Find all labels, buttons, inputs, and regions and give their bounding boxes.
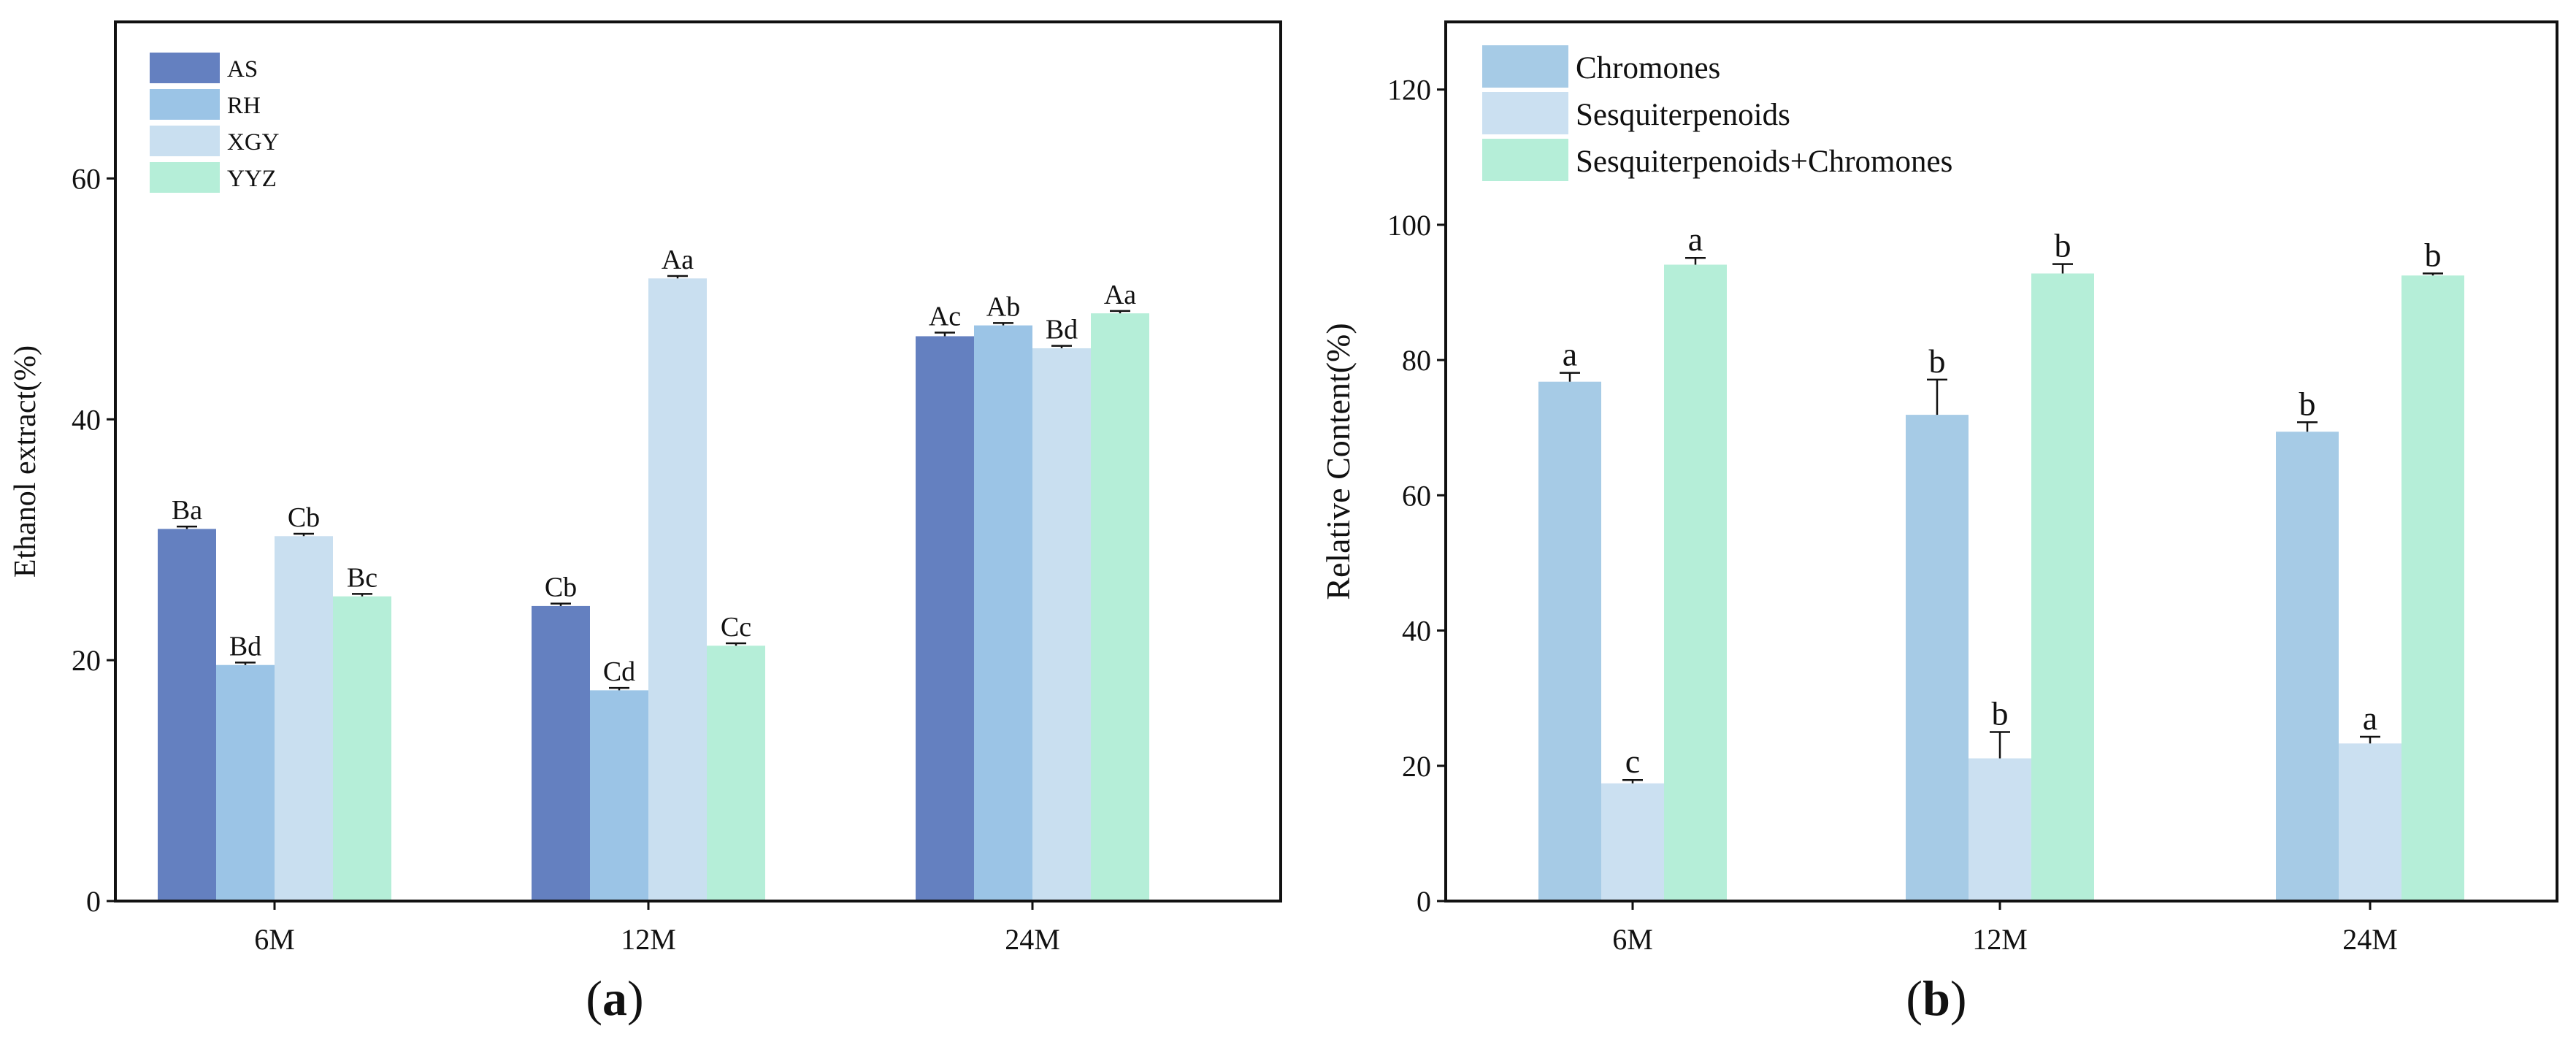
significance-label: Aa xyxy=(662,245,694,275)
legend-swatch-Sesquiterpenoids+Chromones xyxy=(1482,139,1568,181)
significance-label: Ba xyxy=(172,495,202,526)
legend-swatch-Sesquiterpenoids xyxy=(1482,92,1568,134)
legend-label: Sesquiterpenoids+Chromones xyxy=(1576,145,1952,179)
legend-label: XGY xyxy=(227,129,280,156)
panel-a-label: (a) xyxy=(586,970,643,1026)
y-tick-label: 0 xyxy=(1417,885,1431,918)
significance-label: c xyxy=(1625,743,1640,780)
legend-label: YYZ xyxy=(227,166,277,192)
y-tick-label: 20 xyxy=(1402,750,1431,783)
x-tick-label: 6M xyxy=(1612,923,1653,956)
legend-label: Sesquiterpenoids xyxy=(1576,98,1790,132)
bar-RH-6M xyxy=(216,664,275,901)
y-tick-label: 20 xyxy=(72,644,101,677)
significance-label: b xyxy=(1929,342,1946,380)
legend: AS RH XGY YYZ xyxy=(150,53,280,193)
bar-YYZ-6M xyxy=(333,596,391,901)
bar-Sesquiterpenoids+Chromones-6M xyxy=(1664,264,1727,901)
significance-label: Ab xyxy=(986,291,1020,322)
significance-label: b xyxy=(1992,694,2009,732)
y-tick-label: 40 xyxy=(1402,615,1431,648)
bar-YYZ-24M xyxy=(1091,313,1149,901)
bar-XGY-12M xyxy=(648,278,707,902)
bar-Chromones-12M xyxy=(1906,415,1969,901)
significance-label: Aa xyxy=(1104,280,1136,310)
significance-label: a xyxy=(1563,336,1577,373)
y-tick-label: 100 xyxy=(1387,209,1431,242)
significance-label: a xyxy=(1688,221,1703,258)
legend-swatch-RH xyxy=(150,89,220,120)
y-tick-label: 80 xyxy=(1402,344,1431,377)
significance-label: b xyxy=(2055,227,2071,264)
bar-Sesquiterpenoids-6M xyxy=(1601,783,1664,901)
legend-label: RH xyxy=(227,93,261,119)
plot-frame xyxy=(1444,20,2558,903)
x-tick-label: 12M xyxy=(621,923,676,956)
y-tick-label: 60 xyxy=(1402,479,1431,512)
bar-YYZ-12M xyxy=(707,645,765,901)
significance-label: Cb xyxy=(288,502,320,533)
bar-Sesquiterpenoids-24M xyxy=(2339,743,2401,901)
y-axis-label: Ethanol extract(%) xyxy=(9,345,42,578)
legend-swatch-YYZ xyxy=(150,162,220,193)
x-tick-label: 24M xyxy=(1005,923,1060,956)
bar-Sesquiterpenoids+Chromones-24M xyxy=(2401,275,2464,901)
y-tick-label: 0 xyxy=(86,885,101,918)
bar-AS-12M xyxy=(532,605,590,901)
legend-swatch-AS xyxy=(150,53,220,83)
plot-frame xyxy=(114,20,1282,903)
legend: Chromones Sesquiterpenoids Sesquiterpenoid… xyxy=(1482,45,1952,181)
significance-label: Ac xyxy=(929,302,961,332)
bar-AS-6M xyxy=(158,529,216,901)
significance-label: Cb xyxy=(545,572,577,603)
legend-swatch-XGY xyxy=(150,126,220,156)
x-tick-label: 12M xyxy=(1972,923,2028,956)
bar-Chromones-6M xyxy=(1538,381,1601,901)
legend-label: Chromones xyxy=(1576,51,1720,85)
legend-swatch-Chromones xyxy=(1482,45,1568,88)
legend-label: AS xyxy=(227,56,258,83)
significance-label: Cd xyxy=(603,656,635,687)
y-axis-label: Relative Content(%) xyxy=(1319,323,1357,599)
significance-label: Bd xyxy=(1046,315,1078,345)
y-tick-label: 120 xyxy=(1387,74,1431,107)
bar-Sesquiterpenoids+Chromones-12M xyxy=(2031,273,2094,901)
chart-panel-b: 0 20 40 60 80 100 120 a b b c b a a b b 6M 12M 24M Relative… xyxy=(1319,20,2558,1026)
significance-label: Cc xyxy=(721,612,751,643)
chart-panel-a: 0 20 40 60 Ba Cb Ac Bd Cd Ab Cb Aa Bd Bc Cc Aa 6M 12M 24M E… xyxy=(9,20,1282,1026)
significance-label: a xyxy=(2363,700,2377,737)
significance-label: b xyxy=(2425,237,2442,274)
bar-AS-24M xyxy=(916,336,974,902)
bar-RH-24M xyxy=(974,325,1032,901)
significance-label: b xyxy=(2299,385,2316,422)
y-tick-label: 40 xyxy=(72,403,101,436)
bar-XGY-6M xyxy=(275,536,333,901)
bar-XGY-24M xyxy=(1032,348,1091,902)
significance-label: Bd xyxy=(229,631,261,662)
panel-b-label: (b) xyxy=(1906,970,1966,1026)
significance-label: Bc xyxy=(347,562,377,593)
y-tick-label: 60 xyxy=(72,162,101,195)
x-tick-label: 6M xyxy=(254,923,295,956)
bar-Chromones-24M xyxy=(2276,432,2339,901)
x-tick-label: 24M xyxy=(2342,923,2398,956)
bar-RH-12M xyxy=(590,690,648,901)
bar-Sesquiterpenoids-12M xyxy=(1969,758,2031,901)
